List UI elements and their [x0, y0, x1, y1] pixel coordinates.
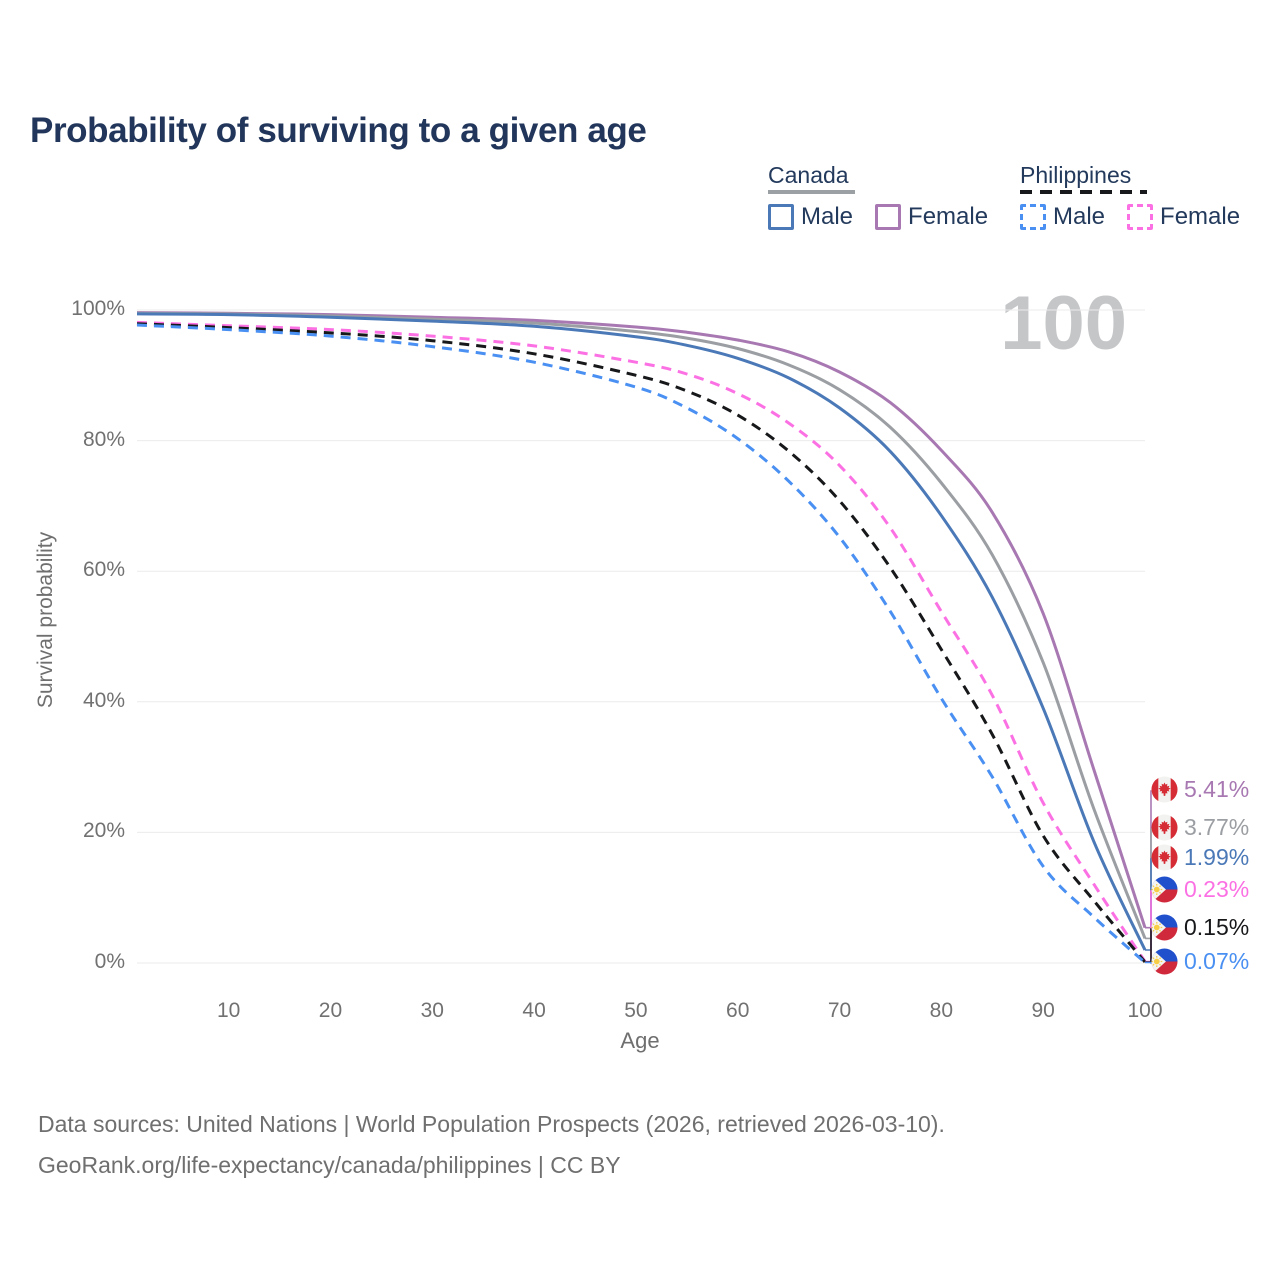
philippines-line-style-sample: [1020, 190, 1147, 194]
end-label-value: 0.07%: [1184, 948, 1250, 974]
canada-line-style-sample: [768, 190, 855, 194]
legend-philippines-label: Philippines: [1020, 162, 1132, 188]
x-tick-label: 10: [216, 999, 241, 1022]
end-label-value: 1.99%: [1184, 844, 1250, 870]
y-tick-label: 80%: [82, 427, 125, 451]
x-tick-label: 90: [1031, 999, 1055, 1022]
legend-group-philippines: Philippines Male Female: [1020, 162, 1240, 231]
curve-philippines-female[interactable]: [136, 320, 1147, 963]
x-tick-label: 70: [827, 999, 852, 1022]
end-label-value: 3.77%: [1184, 814, 1250, 840]
y-tick-label: 100%: [71, 297, 125, 320]
x-tick-label: 80: [929, 999, 954, 1022]
x-tick-label: 30: [420, 999, 444, 1022]
curve-philippines-male[interactable]: [136, 323, 1146, 964]
curve-canada-both[interactable]: [136, 311, 1147, 939]
end-label-canada-both: 3.77%: [1151, 814, 1249, 841]
data-sources-line: Data sources: United Nations | World Pop…: [38, 1111, 945, 1137]
y-tick-label: 40%: [82, 688, 125, 712]
x-axis-title: Age: [620, 1028, 660, 1053]
philippines-male-checkbox[interactable]: [1020, 204, 1046, 230]
end-label-value: 0.15%: [1184, 914, 1250, 940]
canada-female-checkbox[interactable]: [875, 204, 902, 230]
age-counter-watermark: 100: [1000, 281, 1127, 366]
philippines-flag-icon: [1151, 914, 1178, 941]
y-tick-label: 20%: [82, 819, 125, 843]
legend-philippines-male-toggle[interactable]: Male: [1020, 203, 1105, 231]
end-label-philippines-female: 0.23%: [1151, 876, 1249, 903]
curve-philippines-both[interactable]: [136, 322, 1147, 963]
legend-canada-toggle[interactable]: Canada: [768, 162, 988, 194]
philippines-flag-icon: [1151, 876, 1178, 903]
x-tick-label: 50: [624, 999, 648, 1022]
end-label-canada-female: 5.41%: [1151, 776, 1249, 803]
philippines-flag-icon: [1151, 948, 1178, 975]
curve-canada-female[interactable]: [136, 311, 1147, 929]
x-tick-label: 100: [1127, 999, 1163, 1022]
x-tick-label: 60: [726, 999, 750, 1022]
y-tick-label: 60%: [82, 558, 125, 582]
x-tick-label: 20: [318, 999, 343, 1022]
philippines-female-label: Female: [1160, 203, 1241, 230]
attribution-footer: Data sources: United Nations | World Pop…: [38, 1104, 945, 1186]
end-label-value: 5.41%: [1184, 776, 1250, 802]
canada-male-checkbox[interactable]: [768, 204, 794, 230]
canada-female-label: Female: [908, 203, 989, 230]
legend-canada-label: Canada: [768, 162, 849, 188]
canada-flag-icon: [1151, 776, 1178, 803]
end-label-philippines-both: 0.15%: [1151, 914, 1249, 941]
canada-flag-icon: [1151, 814, 1178, 841]
page-title: Probability of surviving to a given age: [30, 111, 647, 151]
philippines-male-label: Male: [1053, 203, 1106, 230]
georank-url-line: GeoRank.org/life-expectancy/canada/phili…: [38, 1152, 621, 1178]
y-tick-label: 0%: [94, 950, 125, 973]
end-label-philippines-male: 0.07%: [1151, 948, 1249, 975]
end-label-value: 0.23%: [1184, 876, 1250, 902]
legend-philippines-female-toggle[interactable]: Female: [1127, 203, 1240, 231]
legend-canada-female-toggle[interactable]: Female: [875, 203, 988, 231]
end-label-canada-male: 1.99%: [1151, 844, 1249, 871]
legend-canada-male-toggle[interactable]: Male: [768, 203, 853, 231]
curve-canada-male[interactable]: [136, 312, 1147, 951]
canada-flag-icon: [1151, 844, 1178, 871]
legend-philippines-toggle[interactable]: Philippines: [1020, 162, 1240, 194]
philippines-female-checkbox[interactable]: [1127, 204, 1154, 230]
legend-group-canada: Canada Male Female: [768, 162, 988, 231]
x-tick-label: 40: [522, 999, 546, 1022]
canada-male-label: Male: [801, 203, 854, 230]
